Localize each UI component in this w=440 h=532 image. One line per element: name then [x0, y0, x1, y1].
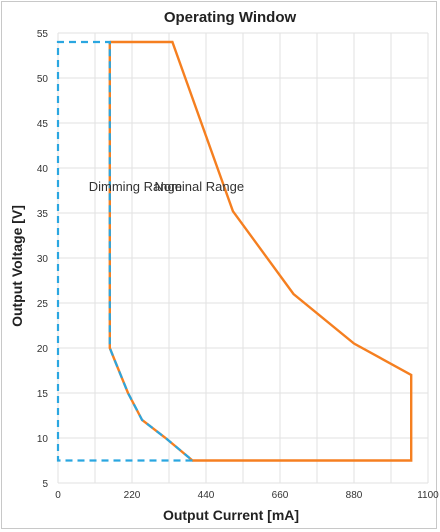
- y-axis-title: Output Voltage [V]: [9, 205, 25, 327]
- y-tick-label: 5: [42, 479, 48, 490]
- y-tick-label: 25: [37, 299, 49, 310]
- chart-title: Operating Window: [164, 9, 297, 26]
- x-tick-label: 0: [55, 490, 61, 501]
- x-tick-label: 1100: [417, 490, 439, 501]
- grid-lines: [57, 32, 429, 484]
- y-tick-label: 35: [37, 209, 49, 220]
- x-axis-title: Output Current [mA]: [163, 507, 299, 523]
- y-tick-label: 55: [37, 29, 49, 40]
- y-tick-label: 30: [37, 254, 49, 265]
- y-tick-label: 20: [37, 344, 49, 355]
- y-tick-label: 10: [37, 434, 49, 445]
- x-tick-label: 880: [346, 490, 363, 501]
- nominal-boundary-line: [108, 40, 413, 462]
- dimming-boundary-line: [56, 40, 194, 462]
- annotation-dimming-range: Dimming Range: [89, 179, 182, 194]
- y-tick-label: 45: [37, 119, 49, 130]
- y-tick-label: 15: [37, 389, 49, 400]
- x-tick-label: 220: [124, 490, 141, 501]
- y-tick-label: 40: [37, 164, 49, 175]
- tick-labels: 5 10 15 20 25 30 35 40 45 50 55 0 220 440 660 880 1100: [37, 29, 439, 501]
- x-tick-label: 660: [272, 490, 289, 501]
- x-tick-label: 440: [198, 490, 215, 501]
- annotation-nominal-range: Nominal Range: [154, 179, 244, 194]
- y-tick-label: 50: [37, 74, 49, 85]
- series-lines: [56, 40, 413, 462]
